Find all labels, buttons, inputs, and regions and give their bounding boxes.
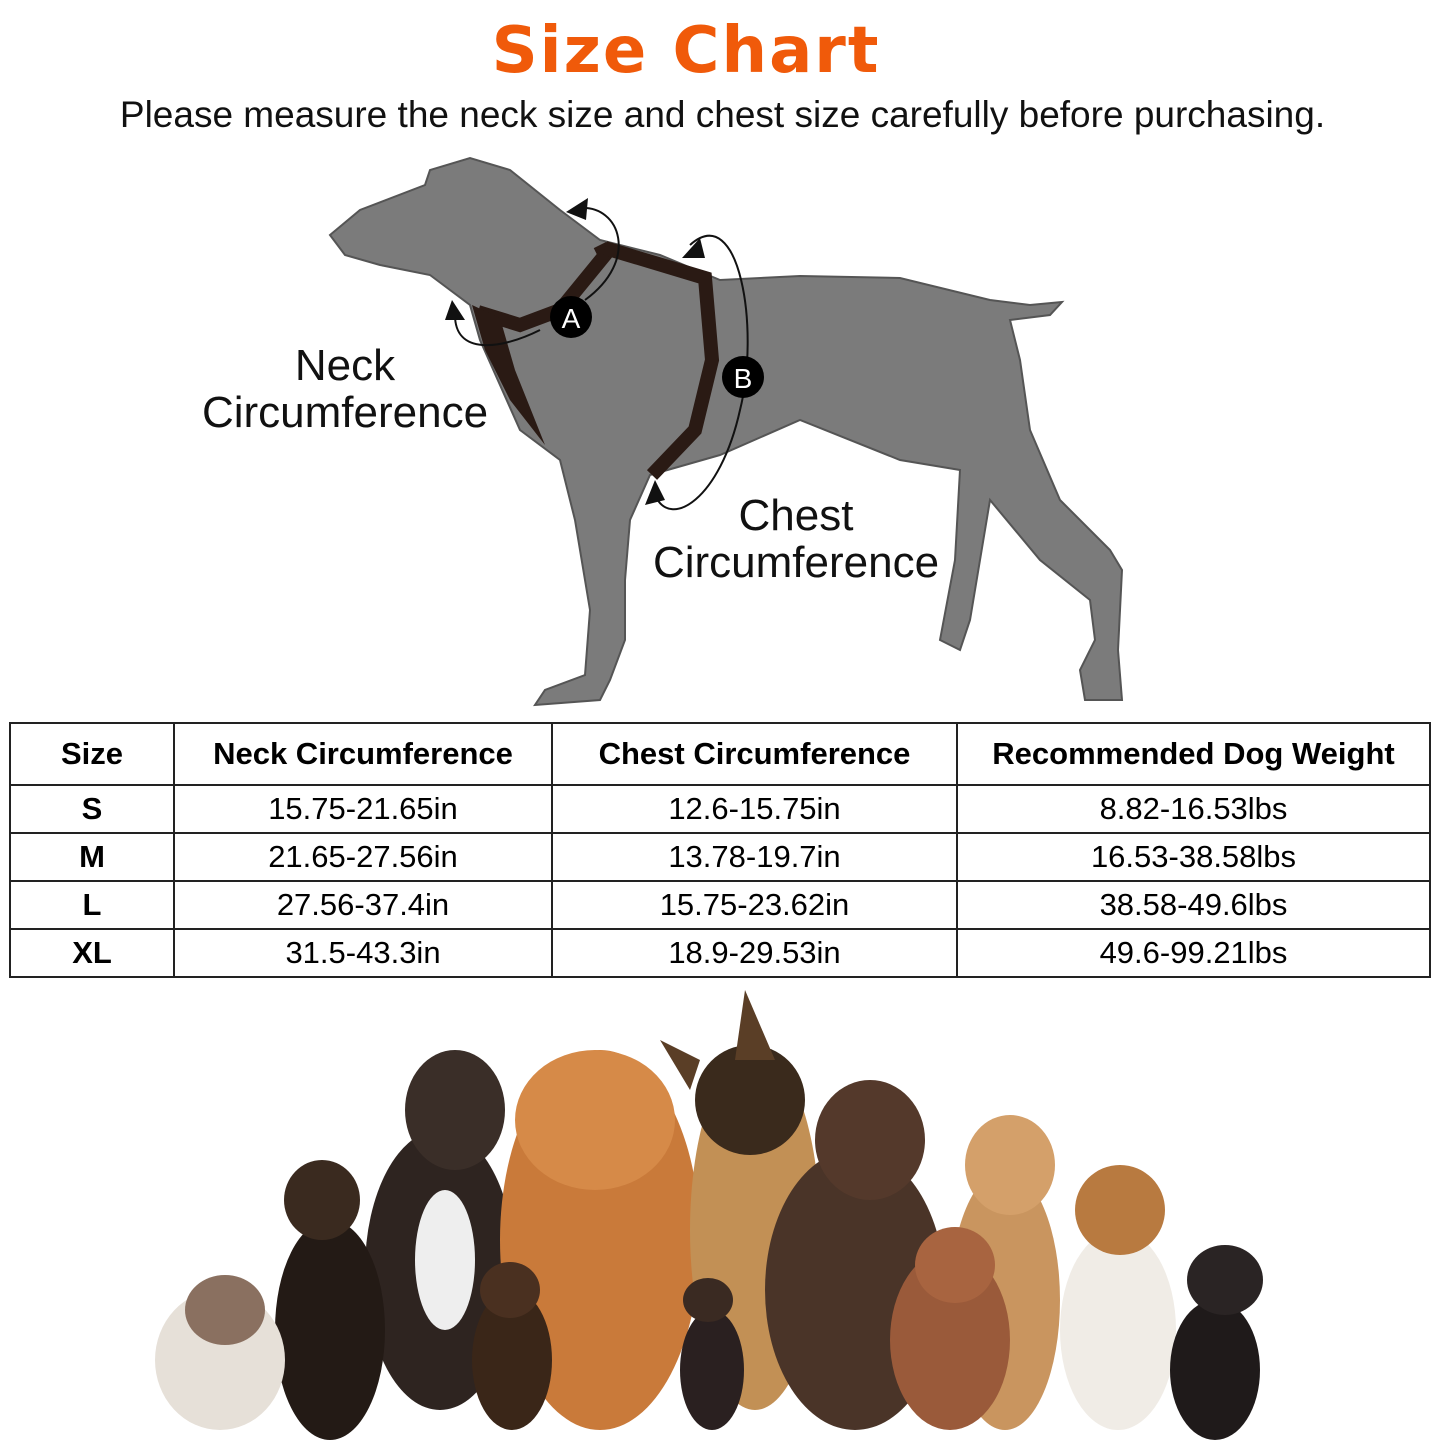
dog-silhouette <box>328 156 1124 707</box>
chest-cell: 18.9-29.53in <box>551 928 958 978</box>
header-neck: Neck Circumference <box>173 722 553 786</box>
table-header-row: Size Neck Circumference Chest Circumfere… <box>9 722 1431 786</box>
dog-shih-tzu <box>155 1275 285 1430</box>
chest-cell: 13.78-19.7in <box>551 832 958 882</box>
dog-french-bulldog <box>1170 1245 1263 1440</box>
marker-a-label: A <box>562 303 581 334</box>
arrow-head-icon <box>682 238 705 258</box>
dog-dachshund <box>472 1262 552 1430</box>
table-row: L 27.56-37.4in 15.75-23.62in 38.58-49.6l… <box>9 880 1431 930</box>
weight-cell: 16.53-38.58lbs <box>956 832 1431 882</box>
dog-beagle <box>1060 1165 1176 1430</box>
harness-chest-plate <box>472 305 545 445</box>
table-row: S 15.75-21.65in 12.6-15.75in 8.82-16.53l… <box>9 784 1431 834</box>
dog-shiba-inu <box>275 1160 385 1440</box>
table-row: M 21.65-27.56in 13.78-19.7in 16.53-38.58… <box>9 832 1431 882</box>
page-subtitle: Please measure the neck size and chest s… <box>119 94 1326 135</box>
dog-chihuahua <box>680 1278 744 1430</box>
dog-silhouette-image: A B <box>328 156 1124 707</box>
size-table: Size Neck Circumference Chest Circumfere… <box>9 722 1431 978</box>
marker-b-badge <box>722 356 764 398</box>
neck-cell: 31.5-43.3in <box>173 928 553 978</box>
weight-cell: 8.82-16.53lbs <box>956 784 1431 834</box>
dog-group-photo <box>0 985 1445 1445</box>
dogs-image <box>155 990 1263 1440</box>
neck-cell: 15.75-21.65in <box>173 784 553 834</box>
header-chest: Chest Circumference <box>551 722 958 786</box>
dog-poodle <box>890 1227 1010 1430</box>
size-cell: L <box>9 880 175 930</box>
header-weight: Recommended Dog Weight <box>956 722 1431 786</box>
size-cell: M <box>9 832 175 882</box>
neck-cell: 21.65-27.56in <box>173 832 553 882</box>
size-cell: S <box>9 784 175 834</box>
neck-circumference-label: Neck Circumference <box>201 341 489 437</box>
chest-arrow <box>654 235 749 511</box>
marker-b-label: B <box>734 363 753 394</box>
measurement-diagram: A B Neck Circumference Chest Circumferen… <box>0 150 1445 720</box>
table-row: XL 31.5-43.3in 18.9-29.53in 49.6-99.21lb… <box>9 928 1431 978</box>
neck-arrow <box>454 206 620 347</box>
header-size: Size <box>9 722 175 786</box>
chest-circumference-label: Chest Circumference <box>652 491 940 587</box>
harness-chest-strap <box>602 241 720 480</box>
dog-chow-chow <box>500 1050 700 1430</box>
weight-cell: 38.58-49.6lbs <box>956 880 1431 930</box>
arrow-head-icon <box>566 198 588 220</box>
neck-cell: 27.56-37.4in <box>173 880 553 930</box>
chest-cell: 12.6-15.75in <box>551 784 958 834</box>
page-title: Size Chart <box>491 14 881 88</box>
size-cell: XL <box>9 928 175 978</box>
weight-cell: 49.6-99.21lbs <box>956 928 1431 978</box>
arrow-head-icon <box>445 300 465 320</box>
chest-cell: 15.75-23.62in <box>551 880 958 930</box>
arrow-head-icon <box>645 480 665 505</box>
marker-a-badge <box>550 296 592 338</box>
